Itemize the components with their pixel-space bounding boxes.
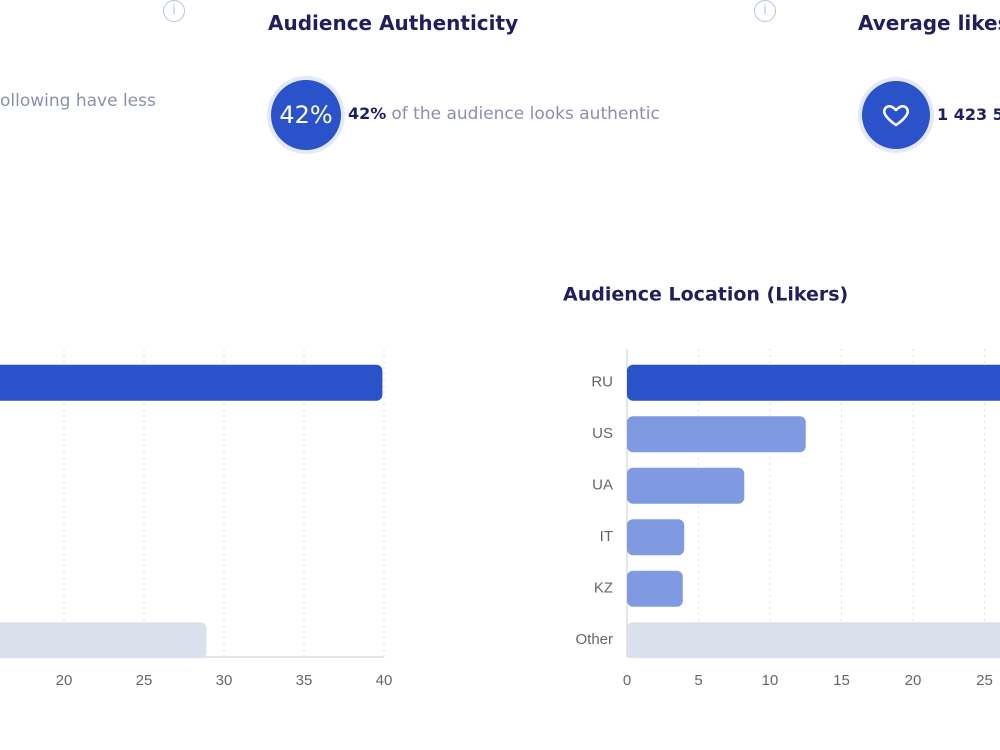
bar — [627, 467, 745, 504]
x-tick-label: 30 — [216, 672, 233, 689]
y-tick-label: US — [592, 425, 613, 442]
x-tick-label: 25 — [136, 672, 153, 689]
chart-title: Audience Location (Likers) — [563, 284, 848, 306]
bar — [0, 622, 207, 659]
card-title: Audience Authenticity — [268, 11, 519, 35]
x-tick-label: 10 — [762, 672, 779, 689]
x-tick-label: 15 — [833, 672, 850, 689]
bar — [627, 416, 806, 453]
x-tick-label: 0 — [623, 672, 631, 689]
x-tick-label: 25 — [976, 672, 993, 689]
y-tick-label: RU — [591, 374, 613, 391]
card-title: Average likes — [858, 11, 1000, 35]
y-tick-label: UA — [592, 477, 613, 494]
heart-icon — [883, 104, 909, 127]
x-tick-label: 35 — [296, 672, 313, 689]
bar — [627, 570, 683, 607]
likes-value: 1 423 5 — [937, 105, 1000, 124]
bar — [627, 364, 1000, 401]
likes-icon — [862, 81, 930, 149]
x-tick-label: 40 — [376, 672, 393, 689]
y-tick-label: IT — [600, 528, 613, 545]
authenticity-text: 42% of the audience looks authentic — [348, 104, 660, 124]
authenticity-value: 42% — [348, 104, 387, 123]
bar — [627, 519, 685, 556]
info-icon[interactable]: i — [163, 0, 185, 22]
bar — [627, 622, 1000, 659]
authenticity-desc: of the audience looks authentic — [391, 104, 660, 124]
bar — [0, 364, 383, 401]
x-tick-label: 5 — [694, 672, 702, 689]
y-tick-label: KZ — [594, 580, 613, 597]
info-icon[interactable]: i — [754, 0, 776, 22]
y-tick-label: Other — [575, 631, 613, 648]
note-text: ollowing have less — [0, 91, 156, 111]
x-tick-label: 20 — [905, 672, 922, 689]
authenticity-badge: 42% — [271, 80, 341, 150]
x-tick-label: 20 — [56, 672, 73, 689]
